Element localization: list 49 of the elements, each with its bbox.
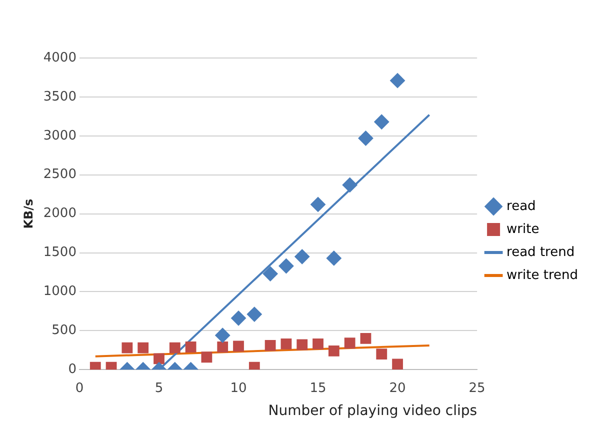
x-axis-title: Number of playing video clips xyxy=(268,403,478,420)
y-tick-label: 4000 xyxy=(43,50,76,66)
point xyxy=(217,342,228,352)
legend-label: read xyxy=(506,198,536,214)
point xyxy=(296,339,308,350)
y-tick-label: 2000 xyxy=(43,206,76,222)
point xyxy=(231,310,246,326)
point xyxy=(215,328,230,343)
point xyxy=(246,306,262,322)
y-tick-label: 1000 xyxy=(43,284,76,300)
y-axis-title: KB/s xyxy=(21,198,36,229)
point xyxy=(264,340,276,351)
point xyxy=(201,352,212,363)
point xyxy=(294,249,310,264)
x-tick-label: 20 xyxy=(389,380,406,396)
legend-label: write xyxy=(506,222,540,237)
point xyxy=(233,340,244,352)
point xyxy=(390,73,406,88)
point xyxy=(310,196,326,212)
point xyxy=(122,342,133,354)
point xyxy=(344,338,356,349)
x-tick-label: 15 xyxy=(310,380,326,396)
point xyxy=(262,266,278,282)
legend-label: read trend xyxy=(506,244,575,260)
x-tick-label: 25 xyxy=(468,380,486,396)
y-tick-label: 1500 xyxy=(43,245,76,260)
point xyxy=(312,338,324,350)
x-tick-label: 5 xyxy=(154,380,164,396)
y-tick-label: 2500 xyxy=(43,167,76,182)
legend-label: write trend xyxy=(506,268,578,283)
point xyxy=(185,342,196,352)
point xyxy=(326,250,342,266)
point xyxy=(169,342,180,354)
point xyxy=(278,258,294,274)
point xyxy=(342,177,358,192)
y-tick-label: 3000 xyxy=(43,128,76,144)
point xyxy=(374,114,390,130)
x-tick-label: 10 xyxy=(230,380,247,396)
point xyxy=(392,358,403,370)
point xyxy=(328,345,340,356)
point xyxy=(280,338,292,350)
point xyxy=(360,332,372,344)
y-tick-label: 0 xyxy=(68,362,76,377)
y-tick-label: 500 xyxy=(52,323,76,338)
y-tick-label: 3500 xyxy=(43,89,76,104)
point xyxy=(376,348,388,360)
point xyxy=(138,342,149,354)
point xyxy=(154,353,164,364)
point xyxy=(358,130,374,146)
